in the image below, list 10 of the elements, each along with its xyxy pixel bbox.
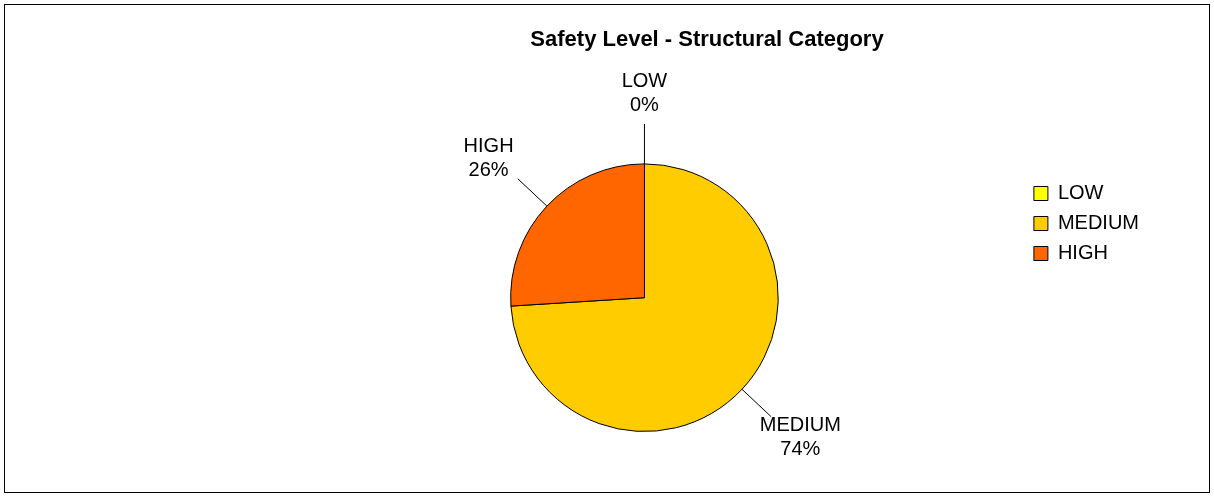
data-label: 26% [468,157,509,180]
slice-label: MEDIUM [759,412,841,435]
slice-label: HIGH [463,133,514,156]
legend-label: LOW [1057,181,1104,204]
legend-label: MEDIUM [1057,211,1140,234]
category-label: LOW [621,69,668,92]
chart-title: Safety Level - Structural Category [530,26,885,52]
legend-label: HIGH [1057,241,1108,264]
data-label: 74% [780,436,821,459]
text: 0% [630,93,659,116]
